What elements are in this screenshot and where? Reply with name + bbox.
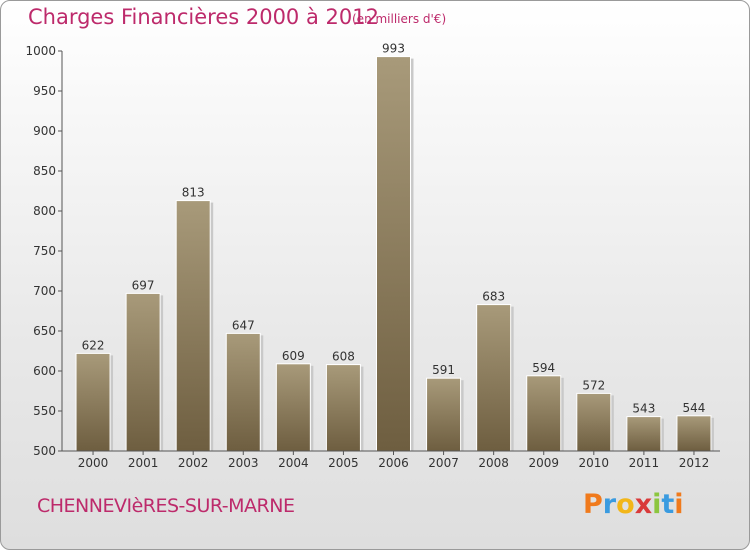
- bar-2004: [275, 363, 311, 452]
- y-tick-label: 800: [33, 204, 56, 218]
- bar-2011: [626, 416, 662, 452]
- x-tick-label: 2004: [278, 456, 309, 470]
- y-tick-label: 600: [33, 364, 56, 378]
- x-tick-label: 2010: [579, 456, 610, 470]
- data-label: 622: [82, 338, 105, 352]
- bar-2005: [325, 364, 361, 452]
- x-tick-label: 2011: [629, 456, 660, 470]
- data-label: 572: [582, 378, 605, 392]
- x-tick-label: 2003: [228, 456, 259, 470]
- y-tick-label: 900: [33, 124, 56, 138]
- logo-letter: P: [583, 489, 603, 520]
- y-tick-label: 700: [33, 284, 56, 298]
- x-tick-label: 2001: [128, 456, 159, 470]
- x-tick-label: 2012: [679, 456, 710, 470]
- bar-2001: [125, 292, 161, 452]
- y-tick-label: 500: [33, 444, 56, 458]
- data-label: 813: [182, 186, 205, 200]
- y-tick-label: 650: [33, 324, 56, 338]
- x-tick-label: 2000: [78, 456, 109, 470]
- proxiti-logo: Proxiti: [583, 489, 684, 523]
- data-label: 543: [632, 402, 655, 416]
- bar-2000: [75, 352, 111, 452]
- logo-letter: r: [602, 489, 617, 520]
- bar-2003: [225, 332, 261, 452]
- x-tick-label: 2002: [178, 456, 209, 470]
- bar-2007: [426, 377, 462, 452]
- chart-title: Charges Financières 2000 à 2012: [28, 5, 379, 29]
- bar-2009: [526, 375, 562, 452]
- y-tick-label: 950: [33, 84, 56, 98]
- logo-letter: i: [674, 489, 684, 520]
- bar-2006: [376, 56, 411, 452]
- bar-2002: [175, 200, 211, 452]
- logo-letter: i: [652, 489, 662, 520]
- data-label: 608: [332, 350, 355, 364]
- logo-letter: x: [634, 489, 653, 520]
- data-label: 609: [282, 349, 305, 363]
- x-tick-label: 2009: [528, 456, 559, 470]
- data-label: 697: [132, 278, 155, 292]
- logo-letter: o: [616, 489, 635, 520]
- logo-letter: t: [661, 489, 675, 520]
- y-tick-label: 550: [33, 404, 56, 418]
- x-tick-label: 2005: [328, 456, 359, 470]
- data-label: 683: [482, 290, 505, 304]
- x-tick-label: 2006: [378, 456, 409, 470]
- data-label: 594: [532, 361, 555, 375]
- data-label: 591: [432, 363, 455, 377]
- y-tick-label: 1000: [25, 44, 56, 58]
- x-tick-label: 2008: [478, 456, 509, 470]
- bar-2012: [676, 415, 712, 452]
- data-label: 647: [232, 318, 255, 332]
- bar-2010: [576, 392, 612, 452]
- x-tick-label: 2007: [428, 456, 459, 470]
- data-label: 993: [382, 42, 405, 56]
- commune-name: CHENNEVIèRES-SUR-MARNE: [37, 495, 295, 517]
- unit-note: (en milliers d'€): [352, 12, 447, 26]
- y-tick-label: 850: [33, 164, 56, 178]
- y-tick-label: 750: [33, 244, 56, 258]
- data-label: 544: [683, 401, 706, 415]
- bar-2008: [476, 304, 512, 452]
